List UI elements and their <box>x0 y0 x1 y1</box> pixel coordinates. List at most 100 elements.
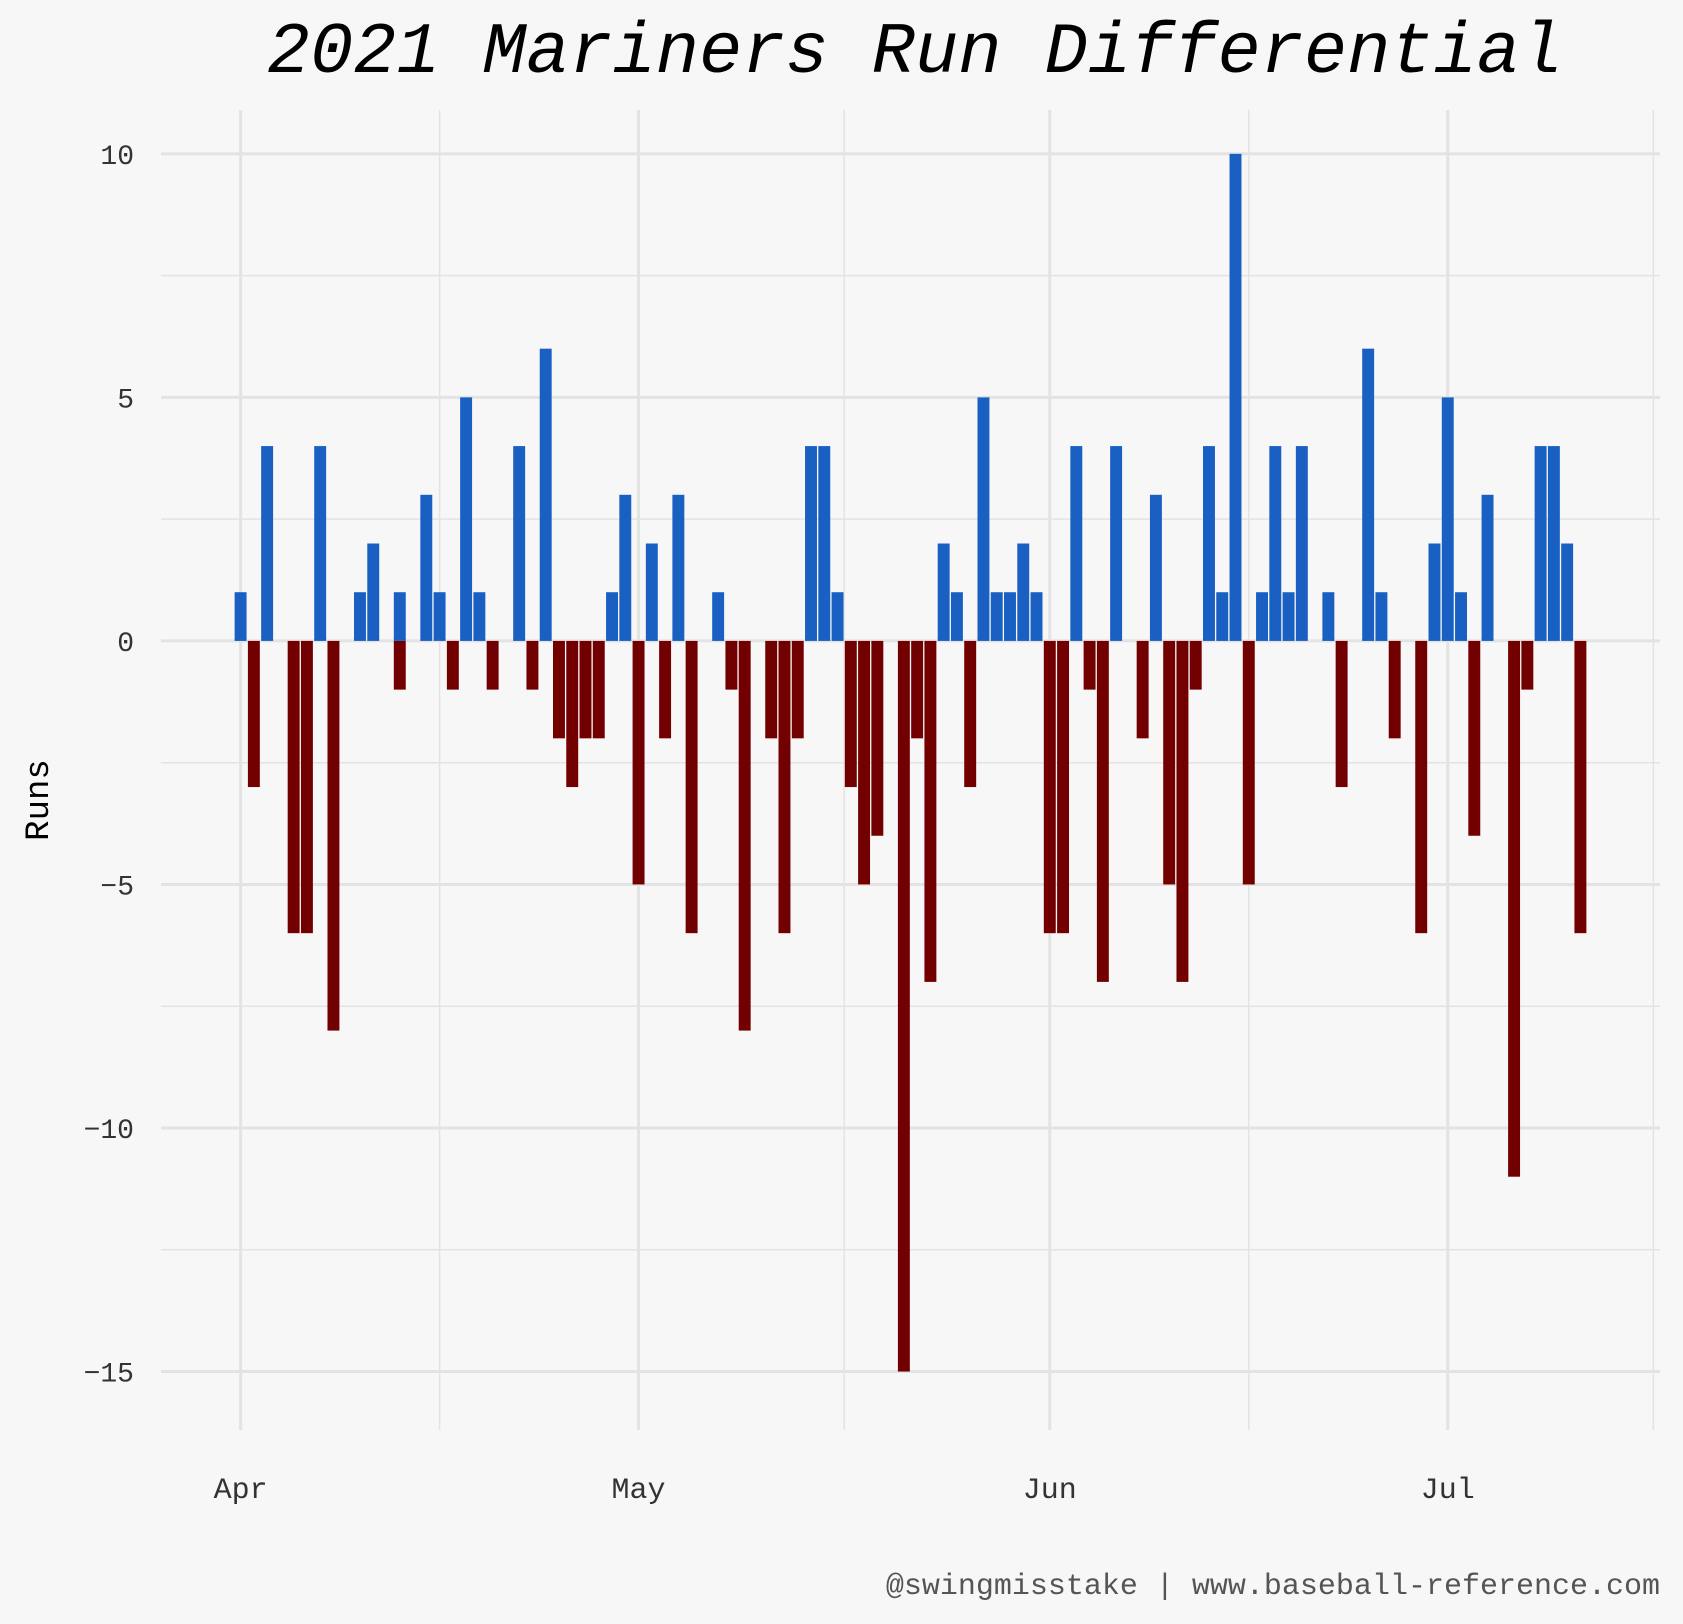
x-tick-label: Jun <box>1023 1474 1077 1508</box>
bar <box>1216 592 1229 641</box>
bar <box>1070 446 1083 641</box>
bar <box>645 543 658 641</box>
bar <box>964 640 977 788</box>
bar <box>433 592 446 641</box>
bar <box>473 592 486 641</box>
bar <box>261 446 274 641</box>
bar <box>1481 494 1494 641</box>
bar <box>1004 592 1016 641</box>
x-tick-labels: Apr May Jun Jul <box>214 1474 1475 1508</box>
bar <box>1057 640 1070 934</box>
bar <box>1096 640 1109 982</box>
bar <box>1322 592 1335 641</box>
bar <box>393 640 406 690</box>
bar <box>566 640 579 788</box>
bar <box>1043 640 1056 934</box>
bar <box>1362 348 1375 641</box>
bar <box>287 640 300 934</box>
bar <box>393 592 406 641</box>
bar <box>1441 397 1454 641</box>
bar <box>950 592 963 641</box>
bar <box>247 640 260 788</box>
x-tick-label: Jul <box>1421 1474 1475 1508</box>
bar <box>420 494 433 641</box>
bar <box>858 640 871 885</box>
bar <box>937 543 950 641</box>
bar <box>844 640 857 788</box>
bar <box>526 640 539 690</box>
bar <box>805 446 817 641</box>
bar <box>234 592 247 641</box>
bar <box>1388 640 1401 739</box>
x-tick-label: Apr <box>214 1474 268 1508</box>
bar <box>672 494 685 641</box>
bar <box>871 640 884 836</box>
bar <box>778 640 791 934</box>
bar <box>1282 592 1295 641</box>
bar <box>1242 640 1255 885</box>
chart-title: 2021 Mariners Run Differential <box>267 12 1563 94</box>
y-tick-label: 5 <box>117 385 134 416</box>
bar <box>1295 446 1308 641</box>
bar <box>1203 446 1215 641</box>
bar <box>1189 640 1202 690</box>
bar <box>300 640 313 934</box>
bar <box>977 397 990 641</box>
bars <box>234 153 1587 1372</box>
bar <box>1149 494 1162 641</box>
bar <box>1547 446 1560 641</box>
y-tick-label: −15 <box>84 1360 134 1391</box>
bar <box>327 640 340 1031</box>
bar <box>1110 446 1123 641</box>
bar <box>486 640 499 690</box>
bar <box>1030 592 1043 641</box>
bar <box>1561 543 1574 641</box>
bar <box>314 446 327 641</box>
bar <box>632 640 645 885</box>
bar <box>1468 640 1481 836</box>
bar <box>1375 592 1388 641</box>
bar <box>1521 640 1534 690</box>
bar <box>685 640 698 934</box>
bar <box>712 592 725 641</box>
bar <box>592 640 605 739</box>
x-tick-label: May <box>612 1474 666 1508</box>
bar <box>791 640 804 739</box>
bar <box>1256 592 1269 641</box>
bar <box>738 640 751 1031</box>
bar <box>1083 640 1096 690</box>
bar <box>1508 640 1521 1177</box>
bar <box>1415 640 1428 934</box>
bar <box>1428 543 1441 641</box>
bar <box>446 640 459 690</box>
bar <box>818 446 831 641</box>
bar <box>552 640 565 739</box>
y-tick-label: −5 <box>100 872 134 903</box>
bar <box>1229 153 1242 641</box>
chart-caption: @swingmisstake | www.baseball-reference.… <box>886 1570 1660 1604</box>
bar <box>1269 446 1282 641</box>
bar <box>725 640 738 690</box>
bar <box>1534 446 1547 641</box>
bar <box>367 543 380 641</box>
bar <box>831 592 844 641</box>
bar <box>897 640 910 1372</box>
bar <box>659 640 672 739</box>
bar <box>911 640 924 739</box>
bar <box>619 494 632 641</box>
y-tick-label: 0 <box>117 629 134 660</box>
bar <box>1017 543 1030 641</box>
bar <box>1335 640 1348 788</box>
bar <box>539 348 552 641</box>
bar <box>354 592 366 641</box>
bar <box>924 640 937 982</box>
bar <box>606 592 618 641</box>
bar <box>579 640 592 739</box>
bar <box>1574 640 1587 934</box>
bar <box>513 446 526 641</box>
y-axis-label: Runs <box>21 759 59 841</box>
y-tick-labels: 10 5 0 −5 −10 −15 <box>84 142 134 1391</box>
bar <box>460 397 473 641</box>
